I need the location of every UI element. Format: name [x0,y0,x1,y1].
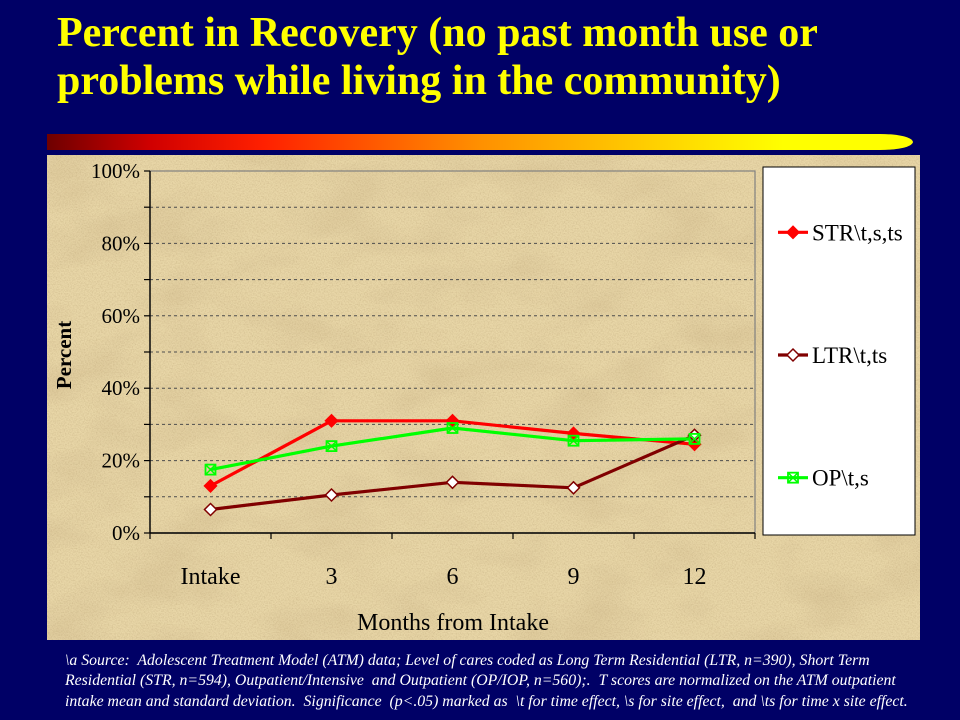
data-point-str-shape [203,478,218,493]
data-point-op [446,422,459,434]
recovery-line-chart: 0% 20% 40% 60% 80% 100% Intake 3 6 9 12 Months fro… [47,155,920,640]
series-layer [203,413,702,517]
data-point-ltr-shape [566,480,581,495]
x-tick-label: 9 [568,564,580,590]
legend: STR\t,s,ts LTR\t,ts OP\t,s [778,220,903,491]
x-tick-label: 3 [326,564,338,590]
legend-marker-ltr-shape [785,347,801,363]
y-tick-label: 80% [102,231,141,255]
footnote-line: Residential (STR, n=594), Outpatient/Int… [65,672,896,689]
y-tick-label: 100% [91,159,140,183]
y-axis-title: Percent [52,321,76,389]
data-point-op-cross [446,422,459,434]
data-point-op-shape [567,434,580,447]
data-point-op [567,434,580,447]
data-point-ltr-shape [324,487,339,503]
data-point-op [204,463,217,476]
data-point-ltr-shape [445,475,460,490]
legend-marker-op-cross [787,472,799,484]
legend-marker-str-shape [785,225,801,240]
grid-layer [149,170,756,534]
data-point-ltr [324,487,339,503]
y-tick-label: 60% [102,304,141,328]
data-point-op-shape [325,440,338,453]
data-point-ltr [566,480,581,495]
x-tick-label: 12 [683,564,707,590]
data-point-str [203,478,218,493]
footnote-line: intake mean and standard deviation. Sign… [65,692,908,710]
footnote-line: \a Source: Adolescent Treatment Model (A… [65,651,870,669]
legend-marker-op-shape [787,471,799,484]
data-point-op-shape [446,422,459,434]
data-point-str [324,413,339,428]
title-underline-gradient-bar [47,134,913,150]
data-point-op-shape [688,432,701,445]
y-tick-label: 40% [102,376,141,400]
legend-marker-ltr [785,347,801,363]
legend-marker-op [787,471,799,484]
data-point-op-cross [688,433,701,445]
legend-entry-ltr: LTR\t,ts [778,343,887,368]
slide-title: Percent in Recovery (no past month use o… [57,10,818,104]
data-point-ltr [445,475,460,490]
chart-panel: 0% 20% 40% 60% 80% 100% Intake 3 6 9 12 Months fro… [47,155,920,640]
data-point-op-cross [204,464,217,476]
tick-labels-layer: 0% 20% 40% 60% 80% 100% Intake 3 6 9 12 [91,159,707,590]
x-tick-label: Intake [181,564,241,590]
legend-entry-op: OP\t,s [778,466,869,491]
legend-label-op: OP\t,s [812,466,869,491]
data-point-ltr-shape [203,502,218,517]
footnote: \a Source: Adolescent Treatment Model (A… [65,651,955,713]
data-point-op-cross [325,440,338,452]
data-point-op [688,432,701,445]
legend-entry-str: STR\t,s,ts [778,220,903,245]
y-tick-label: 0% [112,521,140,545]
data-point-ltr [203,502,218,517]
axes-layer [144,170,756,539]
legend-label-str: STR\t,s,ts [812,220,903,245]
legend-marker-str [785,225,801,240]
x-tick-label: 6 [447,564,459,590]
y-tick-label: 20% [102,449,141,473]
x-axis-title: Months from Intake [357,610,549,636]
legend-label-ltr: LTR\t,ts [812,343,887,368]
data-point-op-shape [204,463,217,476]
data-point-str-shape [324,413,339,428]
data-point-op-cross [567,435,580,447]
data-point-op [325,440,338,453]
gradient-bar-shape [47,134,913,150]
